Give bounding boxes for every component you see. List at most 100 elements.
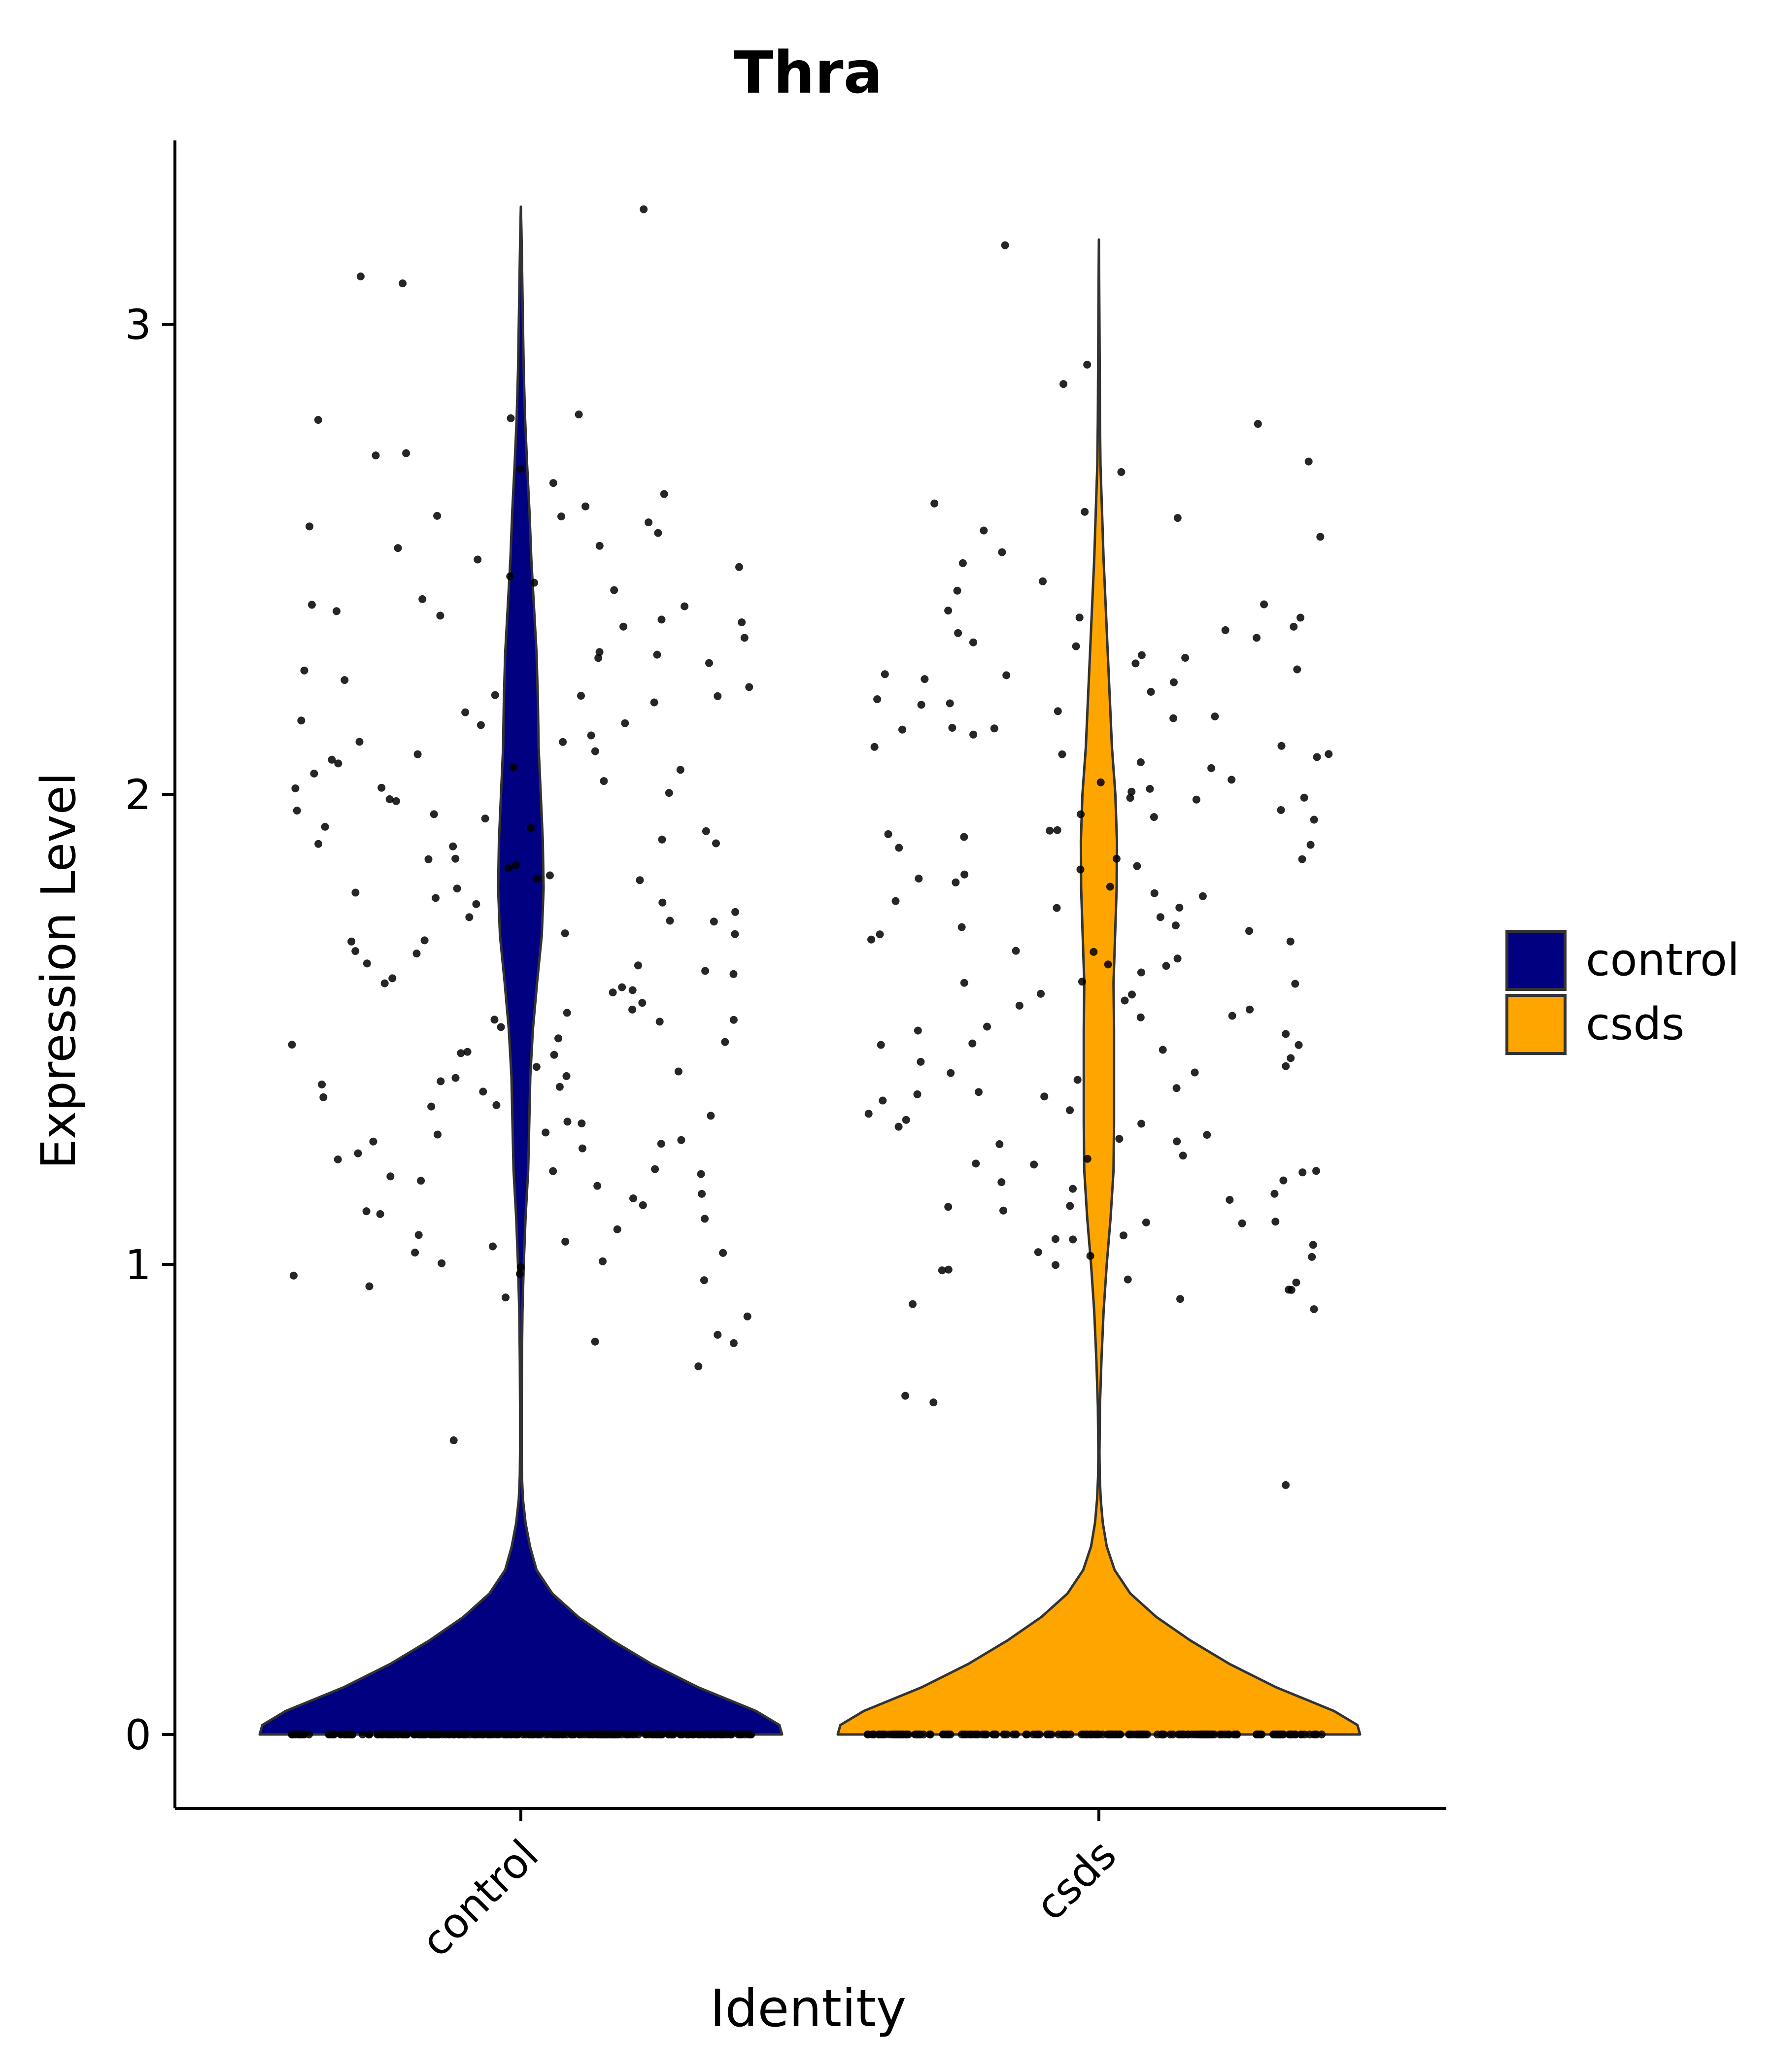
data-point: [1310, 815, 1318, 824]
data-point: [595, 542, 604, 550]
data-point: [1051, 1235, 1059, 1243]
data-point: [867, 935, 875, 944]
data-point: [479, 1087, 487, 1096]
data-point: [1015, 1001, 1023, 1010]
data-point: [414, 1231, 423, 1239]
data-point: [1171, 921, 1180, 930]
data-point: [1173, 514, 1182, 522]
data-point: [879, 1096, 887, 1105]
data-point: [1150, 813, 1158, 821]
data-point: [990, 724, 998, 733]
data-point: [461, 708, 470, 716]
data-point: [901, 1392, 910, 1400]
data-point: [478, 1731, 486, 1738]
data-point: [628, 1005, 637, 1014]
data-point: [636, 876, 644, 884]
data-point: [306, 522, 313, 531]
data-point: [1054, 707, 1062, 715]
x-tick-label-csds: csds: [1026, 1831, 1126, 1930]
data-point: [418, 595, 427, 603]
data-point: [657, 1140, 665, 1148]
data-point: [1221, 626, 1229, 634]
data-point: [486, 1731, 494, 1738]
data-point: [873, 695, 882, 703]
data-point: [402, 449, 410, 457]
data-point: [355, 738, 364, 746]
data-point: [463, 1048, 472, 1056]
data-point: [1069, 1185, 1077, 1193]
data-point: [875, 1731, 883, 1738]
data-point: [1271, 1218, 1280, 1226]
data-point: [578, 1119, 586, 1127]
data-point: [1292, 1278, 1300, 1287]
data-point: [926, 1731, 934, 1738]
data-point: [1273, 1731, 1282, 1738]
data-point: [729, 1339, 738, 1347]
legend-swatch-control: [1505, 930, 1567, 991]
data-point: [1119, 1231, 1127, 1240]
data-point: [1166, 1731, 1174, 1738]
data-point: [929, 1398, 938, 1407]
data-point: [1081, 508, 1089, 516]
data-point: [451, 1074, 460, 1082]
data-point: [420, 936, 429, 945]
data-point: [719, 1249, 727, 1257]
y-tick-label: 0: [125, 1711, 151, 1759]
data-point: [1260, 600, 1268, 609]
data-point: [617, 1731, 626, 1738]
data-point: [1040, 1092, 1049, 1101]
points-csds: [863, 241, 1333, 1738]
data-point: [975, 1088, 983, 1096]
data-point: [341, 676, 349, 684]
data-point: [600, 777, 608, 785]
data-point: [1078, 978, 1086, 986]
data-point: [1291, 980, 1299, 988]
data-point: [1069, 1235, 1077, 1244]
data-point: [1039, 577, 1047, 585]
data-point: [388, 974, 397, 983]
data-point: [654, 529, 662, 537]
data-point: [953, 586, 961, 595]
data-point: [474, 555, 482, 564]
data-point: [1012, 947, 1020, 955]
data-point: [314, 840, 323, 848]
data-point: [1142, 1218, 1150, 1226]
data-point: [681, 602, 689, 611]
data-point: [356, 272, 365, 280]
data-point: [701, 967, 710, 975]
data-point: [1207, 764, 1216, 772]
data-point: [1055, 1731, 1062, 1738]
data-point: [527, 824, 535, 832]
data-point: [909, 1300, 917, 1308]
data-point: [472, 900, 480, 908]
data-point: [1325, 750, 1333, 758]
data-point: [595, 648, 604, 656]
data-point: [1170, 678, 1178, 686]
data-point: [437, 1077, 445, 1086]
data-point: [594, 654, 603, 662]
data-point: [589, 1731, 597, 1738]
data-point: [433, 511, 442, 520]
data-point: [645, 518, 653, 527]
data-point: [1282, 1481, 1290, 1489]
data-point: [1298, 1168, 1307, 1177]
data-point: [1313, 753, 1321, 761]
data-point: [1156, 913, 1164, 921]
data-point: [1246, 1005, 1254, 1014]
data-point: [886, 1731, 894, 1738]
data-point: [372, 451, 380, 460]
data-point: [714, 692, 722, 700]
data-point: [623, 1731, 631, 1738]
data-point: [427, 1731, 436, 1738]
data-point: [1030, 1160, 1038, 1169]
data-point: [602, 1731, 610, 1738]
data-point: [435, 1731, 443, 1738]
data-point: [902, 1116, 910, 1124]
data-point: [1146, 784, 1154, 793]
data-point: [1115, 1135, 1124, 1143]
data-point: [417, 1177, 425, 1185]
data-point: [575, 1731, 583, 1738]
data-point: [593, 1182, 602, 1190]
data-point: [549, 1167, 557, 1175]
data-point: [506, 572, 514, 580]
